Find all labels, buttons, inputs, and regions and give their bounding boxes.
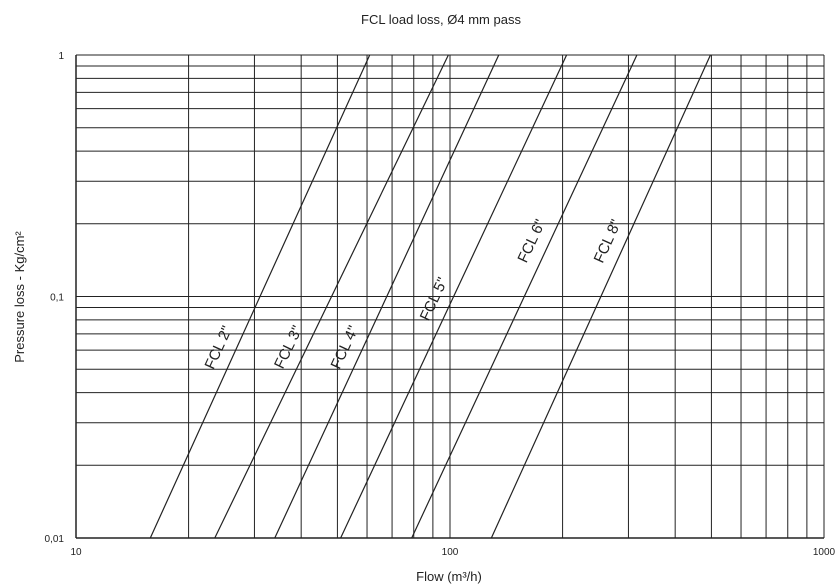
y-tick-label: 0,01 [45, 534, 65, 545]
grid [75, 54, 825, 539]
x-axis-label: Flow (m³/h) [416, 569, 482, 584]
series-label: FCL 5" [417, 275, 452, 324]
y-tick-label: 1 [58, 51, 64, 62]
x-tick-label: 100 [442, 547, 459, 558]
series-lines [149, 54, 711, 539]
series-label: FCL 4" [328, 323, 363, 372]
series-line [274, 54, 500, 539]
series-label: FCL 2" [202, 323, 236, 372]
series-line [214, 54, 449, 539]
x-tick-label: 1000 [813, 547, 836, 558]
chart-title: FCL load loss, Ø4 mm pass [361, 12, 521, 27]
y-axis-label: Pressure loss - Kg/cm² [12, 231, 27, 363]
series-line [411, 54, 638, 539]
tick-labels: 10 100 1000 0,01 0,1 1 [45, 51, 836, 558]
series-label: FCL 8" [591, 217, 625, 266]
series-line [340, 54, 568, 539]
series-line [490, 54, 711, 539]
series-line [149, 54, 371, 539]
y-tick-label: 0,1 [50, 293, 64, 304]
x-tick-label: 10 [70, 547, 82, 558]
